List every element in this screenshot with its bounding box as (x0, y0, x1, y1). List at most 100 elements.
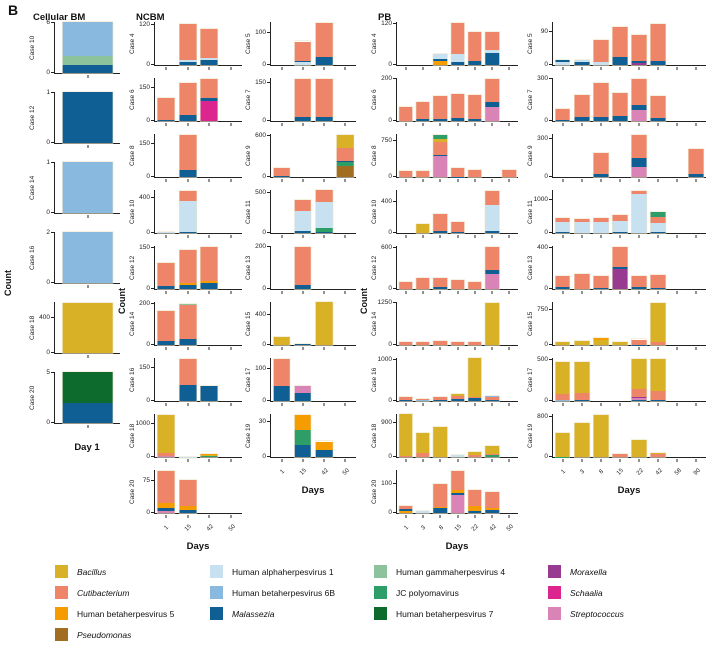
bar-segment (650, 399, 666, 401)
case-label: Case 20 (29, 385, 36, 411)
stacked-bar (650, 453, 666, 457)
stacked-bar (485, 190, 499, 233)
mini-chart-case-20: Case 20 75 0 (128, 470, 242, 518)
stacked-bar (450, 471, 465, 513)
bar-segment (337, 160, 354, 162)
y-axis: 150 0 (137, 358, 154, 404)
bar-segment (574, 361, 590, 393)
y-tick-max: 1000 (135, 420, 155, 428)
case-label: Case 15 (527, 311, 534, 337)
bar-segment (650, 23, 666, 62)
stacked-bar (468, 282, 482, 289)
stacked-bar (179, 250, 197, 289)
x-tick-mark (422, 122, 424, 126)
x-tick-label: 1 (560, 468, 567, 476)
bar-segment (468, 31, 482, 62)
x-tick-mark (600, 458, 602, 462)
x-tick-mark (208, 346, 210, 350)
stacked-bar (450, 394, 465, 401)
bar-segment (450, 231, 465, 233)
bar-segment (574, 61, 590, 65)
x-tick-mark (508, 514, 510, 518)
x-tick-mark (87, 424, 88, 428)
x-tick-mark (230, 458, 232, 462)
bar-segment (485, 31, 499, 50)
x-tick-mark (676, 346, 678, 350)
x-tick-mark (474, 458, 476, 462)
y-axis: 1000 0 (534, 190, 553, 236)
bar-segment (650, 118, 666, 121)
y-tick-zero: 0 (388, 397, 396, 404)
x-tick-mark (508, 66, 510, 70)
x-tick-mark (87, 214, 88, 218)
bar-segment (433, 135, 447, 139)
x-tick-mark (302, 234, 304, 238)
bar-segment (398, 397, 413, 401)
y-axis: 200 0 (379, 75, 396, 124)
x-tick-mark (619, 402, 621, 406)
x-tick-mark (323, 290, 325, 294)
x-tick-mark (208, 234, 210, 238)
x-tick-mark (491, 66, 493, 70)
bar-segment (650, 390, 666, 400)
bar-segment (273, 337, 290, 345)
y-tick-zero: 0 (544, 173, 552, 180)
x-tick-mark (474, 514, 476, 518)
bar-segment (200, 28, 218, 59)
bar-segment (468, 95, 482, 119)
stacked-bar (555, 108, 571, 121)
y-tick-max: 400 (537, 243, 552, 251)
bar-segment (157, 311, 175, 341)
bar-segment (593, 275, 609, 288)
stacked-bar (650, 95, 666, 121)
case-label: Case 8 (371, 145, 378, 167)
x-tick-mark (457, 346, 458, 350)
x-tick-mark (562, 458, 564, 462)
bar-segment (416, 432, 430, 454)
stacked-bar (450, 455, 465, 457)
x-tick-mark (439, 458, 441, 462)
stacked-bar (450, 342, 465, 345)
x-tick-label: 8 (598, 468, 606, 476)
stacked-bar (62, 302, 113, 353)
x-tick-mark (581, 402, 583, 406)
x-tick-mark (405, 290, 407, 294)
stacked-bar (485, 396, 499, 401)
bar-segment (574, 273, 590, 289)
y-tick-max: 200 (381, 75, 396, 82)
mini-chart-case-7: Case 7 300 0 (526, 75, 706, 126)
x-tick-mark (302, 402, 304, 406)
bar-segment (433, 341, 447, 345)
bar-segment (294, 41, 312, 61)
bar-segment (450, 495, 465, 513)
bar-segment (433, 427, 447, 457)
x-tick-mark (508, 178, 510, 182)
case-label: Case 7 (245, 89, 252, 111)
x-tick-mark (491, 234, 493, 238)
bar-segment (157, 471, 175, 504)
bar-segment (157, 340, 175, 345)
bar-segment (179, 135, 197, 171)
x-tick-mark (491, 458, 493, 462)
bar-segment (688, 149, 704, 174)
x-tick-mark (187, 514, 189, 518)
bar-segment (485, 49, 499, 53)
bar-segment (593, 174, 609, 177)
x-tick-label: 3 (420, 524, 428, 532)
bar-segment (631, 135, 647, 159)
x-tick-mark (676, 458, 678, 462)
legend-swatch (374, 607, 387, 620)
stacked-bar (631, 135, 647, 177)
bar-segment (179, 359, 197, 386)
bar-segment (574, 95, 590, 118)
stacked-bar (485, 79, 499, 121)
x-tick-mark (491, 122, 493, 126)
x-tick-mark (422, 290, 424, 294)
stacked-bar (485, 31, 499, 65)
y-axis: 100 0 (253, 358, 270, 404)
x-tick-label: 42 (205, 523, 215, 533)
chart-column-ncbm-right: Case 5 100 0 Case 7 150 0 Case 9 600 0 Case 11 500… (244, 22, 356, 496)
x-tick-mark (581, 122, 583, 126)
case-label: Case 13 (527, 255, 534, 281)
legend-item: Pseudomonas (55, 624, 174, 645)
